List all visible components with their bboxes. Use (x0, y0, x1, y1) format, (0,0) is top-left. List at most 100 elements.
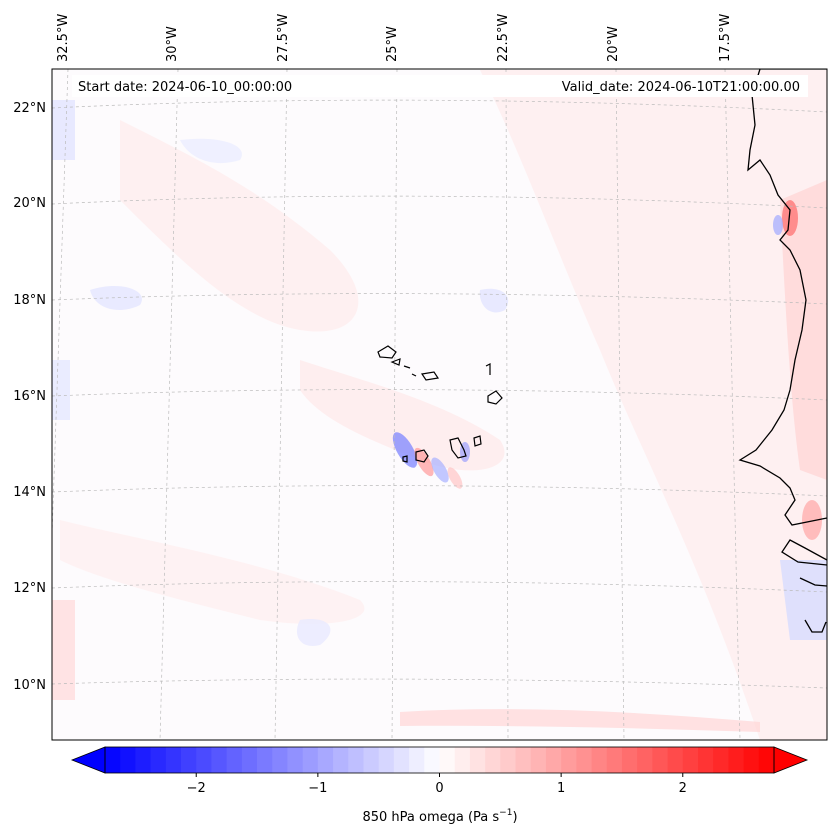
negative-band (296, 619, 331, 646)
lat-labels: 22°N 20°N 18°N 16°N 14°N 12°N 10°N (13, 101, 46, 693)
colorbar-cell (424, 747, 441, 773)
island (420, 371, 440, 381)
island (487, 390, 503, 405)
colorbar-cell (515, 747, 532, 773)
colorbar-tick-label: −2 (187, 781, 206, 796)
lon-labels: 32.5°W 30°W 27.5°W 25°W 22.5°W 20°W 17.5… (56, 14, 733, 62)
african-coast-south (804, 619, 827, 633)
lat-label: 10°N (13, 678, 46, 693)
lat-label: 14°N (13, 485, 46, 500)
colorbar-cell (697, 747, 714, 773)
island (390, 358, 401, 366)
lat-label: 22°N (13, 101, 46, 116)
valid-date: Valid_date: 2024-06-10T21:00:00.00 (562, 80, 800, 95)
negative-band (52, 100, 75, 160)
positive-band (60, 520, 365, 624)
colorbar-max-extend (773, 746, 809, 774)
negative-band (479, 288, 509, 313)
negative-band (90, 285, 142, 310)
colorbar-min-extend (70, 746, 106, 774)
colorbar-cell (500, 747, 517, 773)
map-border (51, 68, 828, 741)
island (485, 363, 491, 375)
colorbar-cell (576, 747, 593, 773)
positive-band (780, 180, 827, 480)
negative-band (180, 138, 242, 164)
colorbar-label-close: ) (512, 810, 517, 825)
colorbar-cell (637, 747, 653, 773)
colorbar-cell (150, 747, 167, 773)
colorbar-tick-label: 2 (679, 781, 687, 796)
colorbar-cell (758, 747, 775, 773)
colorbar-cell (606, 747, 623, 773)
colorbar-cell (561, 747, 577, 773)
colorbar-cells (105, 747, 775, 773)
colorbar-cell (257, 747, 273, 773)
colorbar-cell (165, 747, 182, 773)
colorbar-cell (713, 747, 729, 773)
colorbar-cell (226, 747, 243, 773)
colorbar-cell (469, 747, 486, 773)
colorbar-cell (348, 747, 365, 773)
african-coast (738, 69, 827, 526)
lon-label: 32.5°W (56, 14, 71, 62)
colorbar-cell (728, 747, 745, 773)
colorbar-cell (545, 747, 562, 773)
island (415, 449, 429, 463)
colorbar-label-text: 850 hPa omega (Pa s (362, 810, 499, 825)
colorbar-cell (287, 747, 304, 773)
negative-band (52, 360, 70, 420)
info-banner (72, 75, 808, 97)
positive-wave (782, 200, 798, 236)
positive-wave (802, 500, 822, 540)
colorbar-cell (105, 747, 121, 773)
negative-band (780, 560, 827, 640)
lon-label: 25°W (385, 26, 400, 62)
colorbar-cell (530, 747, 547, 773)
african-coast-south (781, 539, 827, 566)
colorbar-cell (333, 747, 349, 773)
lon-label: 30°W (165, 26, 180, 62)
colorbar-cell (652, 747, 669, 773)
colorbar-tick-label: 0 (435, 781, 443, 796)
negative-wave (392, 432, 418, 468)
island (377, 345, 397, 359)
positive-band (300, 360, 505, 471)
colorbar-label: 850 hPa omega (Pa s−1) (362, 808, 517, 825)
colorbar-cell (409, 747, 425, 773)
colorbar-cell (667, 747, 684, 773)
omega-field (52, 69, 827, 740)
lon-label: 20°W (606, 26, 621, 62)
negative-wave (773, 215, 783, 235)
positive-wave (447, 467, 463, 489)
colorbar-cell (485, 747, 501, 773)
colorbar-cell (621, 747, 638, 773)
colorbar-cell (120, 747, 136, 773)
island (402, 455, 408, 463)
lon-label: 17.5°W (718, 14, 733, 62)
island (449, 437, 467, 459)
islands (377, 345, 503, 463)
colorbar-cell (211, 747, 228, 773)
colorbar-cell (439, 747, 456, 773)
start-date: Start date: 2024-06-10_00:00:00 (78, 80, 292, 95)
colorbar-cell (591, 747, 608, 773)
positive-band (400, 709, 760, 732)
lat-label: 20°N (13, 196, 46, 211)
positive-band (480, 70, 827, 740)
colorbar-tick-label: 1 (557, 781, 565, 796)
colorbar-cell (454, 747, 471, 773)
colorbar-cell (272, 747, 289, 773)
island (403, 365, 411, 369)
colorbar-cell (393, 747, 410, 773)
positive-band (52, 600, 75, 700)
colorbar-cell (181, 747, 197, 773)
colorbar-cell (743, 747, 760, 773)
lat-label: 12°N (13, 581, 46, 596)
colorbar-cell (317, 747, 334, 773)
colorbar-cell (363, 747, 380, 773)
lat-label: 18°N (13, 293, 46, 308)
colorbar-ticks: −2 −1 0 1 2 (187, 773, 687, 796)
lon-label: 27.5°W (276, 14, 291, 62)
